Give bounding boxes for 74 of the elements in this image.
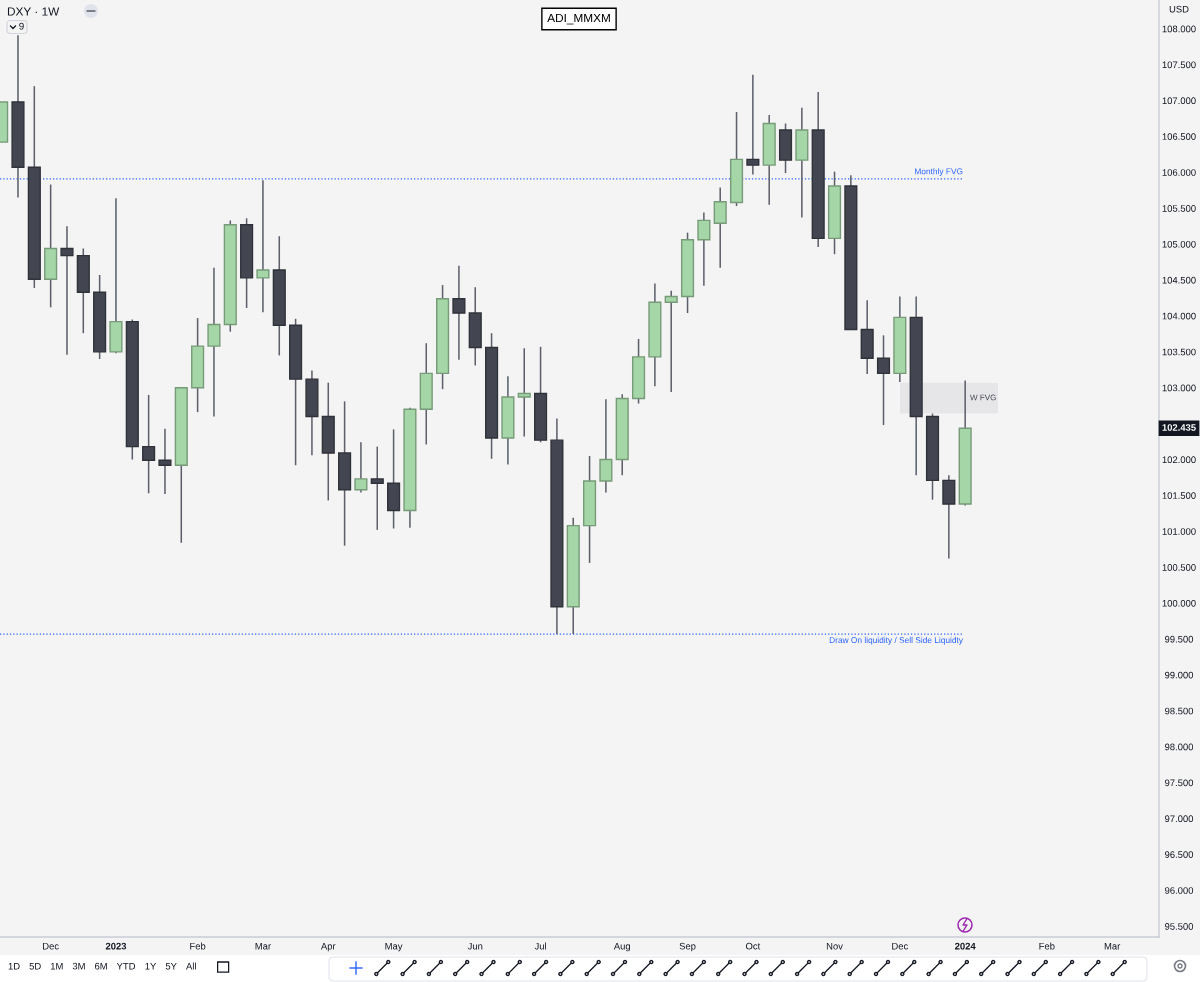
y-tick-label: 96.000 [1165,887,1194,894]
text: 102.435 [1162,424,1196,431]
ref-line-label: Draw On liquidity / Sell Side Liquidty [829,636,963,645]
candlestick [354,441,368,494]
y-tick-label: 99.500 [1165,635,1194,643]
candlestick [876,334,891,426]
y-tick-label: 96.500 [1165,851,1194,858]
chart-title: DXY · 1W [7,7,60,16]
x-tick-label: Apr [320,942,336,952]
text: 1Y [145,962,157,970]
candlestick [517,347,531,438]
x-tick-label: 2023 [105,942,127,950]
y-tick-label: 101.500 [1162,492,1196,499]
annotation: ADI_MMXM [547,13,610,25]
candlestick [599,398,613,494]
candlestick [746,73,760,176]
x-tick-label: Dec [892,942,908,950]
ref-line-label: Monthly FVG [915,168,963,176]
candlestick [142,394,156,495]
candlestick [697,211,711,287]
x-tick-label: Feb [190,942,206,950]
candlestick [158,427,172,495]
y-tick-label: 98.500 [1165,707,1194,715]
y-tick-label: 103.500 [1162,348,1196,356]
candlestick [713,186,727,269]
text: YTD [116,962,136,970]
y-tick-label: 103.000 [1162,384,1196,392]
y-tick-label: 106.000 [1162,169,1196,176]
text: 1D [8,962,20,970]
text: All [186,962,196,970]
y-tick-label: 104.500 [1162,276,1196,284]
x-tick-label: Jul [534,942,546,950]
y-tick-label: 95.500 [1165,923,1194,930]
band-label: W FVG [970,394,996,401]
x-tick-label: Oct [745,942,761,950]
text: 6M [94,962,107,970]
y-tick-label: 98.000 [1165,743,1194,751]
y-tick-label: 105.500 [1162,205,1196,212]
candlestick [207,267,221,418]
text: 3M [72,962,85,970]
y-tick-label: 102.000 [1162,456,1196,464]
y-tick-label: 106.500 [1162,133,1196,140]
candlestick [256,179,270,314]
y-tick-label: 100.500 [1162,564,1196,571]
y-tick-label: 101.000 [1162,528,1196,535]
candlestick [370,445,384,531]
y-axis-title: USD [1169,5,1189,13]
candlestick [60,225,74,356]
x-tick-label: May [385,942,403,952]
x-tick-label: Aug [613,942,631,952]
x-tick-label: Feb [1039,942,1055,950]
x-tick-label: Sep [679,942,696,952]
x-tick-label: Jun [467,942,483,950]
text: 1M [50,962,63,970]
x-tick-label: Mar [1104,942,1121,950]
y-tick-label: 104.000 [1162,312,1196,320]
y-tick-label: 97.500 [1165,779,1194,787]
candlestick [942,474,956,560]
y-tick-label: 107.500 [1162,61,1196,69]
text: 5D [29,962,41,970]
annotation: 9 [19,22,24,30]
x-tick-label: 2024 [954,942,976,950]
candlestick [452,264,466,361]
x-tick-label: Dec [43,942,59,950]
x-tick-label: Mar [255,942,271,950]
candlestick [664,290,678,393]
text: 5Y [165,962,177,970]
y-tick-label: 100.000 [1162,599,1196,607]
x-tick-label: Nov [826,942,843,950]
y-tick-label: 97.000 [1165,815,1194,823]
y-tick-label: 107.000 [1162,97,1196,105]
y-tick-label: 108.000 [1162,25,1196,33]
y-tick-label: 99.000 [1165,671,1194,679]
y-tick-label: 105.000 [1162,240,1196,248]
